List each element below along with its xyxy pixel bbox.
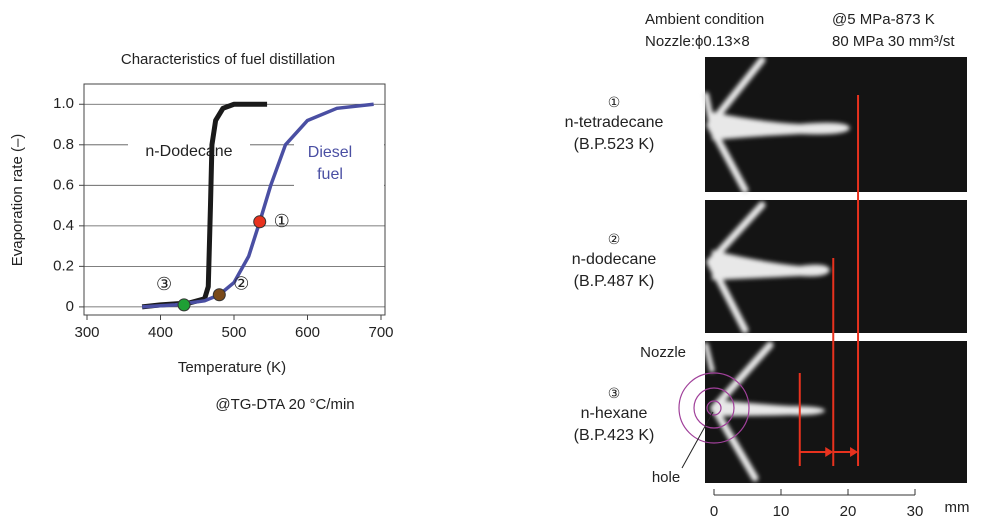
header-text: Nozzle:ϕ0.13×8	[645, 33, 750, 50]
y-tick-label: 0.8	[53, 136, 74, 153]
point-label: ②	[233, 274, 249, 295]
nozzle-circle	[693, 387, 735, 429]
x-tick-label: 700	[368, 324, 393, 341]
hole-label: hole	[652, 469, 680, 486]
x-tick-label: 300	[74, 324, 99, 341]
header-text: 80 MPa 30 mm³/st	[832, 33, 955, 50]
x-axis-label: Temperature (K)	[178, 359, 286, 376]
x-tick-label: 600	[295, 324, 320, 341]
label-bg	[128, 134, 250, 170]
x-tick-label: 500	[221, 324, 246, 341]
y-tick-label: 0	[66, 298, 74, 315]
hole-pointer	[681, 411, 714, 469]
point-marker	[253, 215, 267, 229]
lines: ① ② ③	[141, 101, 374, 312]
fuel-bp: (B.P.523 K)	[574, 136, 655, 153]
mm-tick-label: 20	[840, 503, 857, 520]
fuel-name: n-dodecane	[572, 251, 657, 268]
fuel-bp: (B.P.423 K)	[574, 427, 655, 444]
arrow-head	[825, 447, 834, 457]
series-label: n-Dodecane	[145, 143, 232, 160]
label-bg	[294, 132, 384, 192]
header-text: @5 MPa-873 K	[832, 11, 935, 28]
point-label: ①	[274, 211, 290, 232]
series-label: Diesel fuel	[307, 144, 353, 183]
arrow-head	[850, 447, 859, 457]
plot-frame	[83, 83, 386, 316]
nozzle-label: Nozzle	[640, 344, 686, 361]
y-tick-label: 1.0	[53, 95, 74, 112]
label-backgrounds	[128, 132, 384, 192]
mm-tick-label: 10	[773, 503, 790, 520]
y-tick-label: 0.6	[53, 176, 74, 193]
spray-images	[678, 56, 967, 483]
point-label: ③	[156, 274, 172, 295]
note: @TG-DTA 20 °C/min	[215, 396, 354, 413]
line-series	[142, 102, 374, 309]
y-tick-label: 0.2	[53, 257, 74, 274]
mm-tick-label: 30	[907, 503, 924, 520]
mm-tick-label: 0	[710, 503, 718, 520]
unit-label: mm	[945, 499, 970, 516]
spray-annotations: 0 10 20 30 mm ① n-tetradecane (B.P.523 K) ② n-dod…	[565, 95, 970, 520]
y-axis-label: Evaporation rate (–)	[9, 134, 26, 267]
x-tick-label: 400	[148, 324, 173, 341]
point-marker	[177, 298, 191, 312]
fuel-number: ①	[608, 95, 621, 111]
fuel-bp: (B.P.487 K)	[574, 273, 655, 290]
fuel-number: ③	[608, 386, 621, 402]
fuel-name: n-tetradecane	[565, 114, 664, 131]
chart-title: Characteristics of fuel distillation	[121, 51, 335, 68]
fuel-name: n-hexane	[581, 405, 648, 422]
fuel-number: ②	[608, 232, 621, 248]
y-tick-label: 0.4	[53, 217, 74, 234]
header-text: Ambient condition	[645, 11, 764, 28]
point-marker	[212, 288, 226, 302]
nozzle-circle	[678, 372, 750, 444]
nozzle-circle	[706, 400, 722, 416]
spray-shapes	[703, 56, 850, 482]
